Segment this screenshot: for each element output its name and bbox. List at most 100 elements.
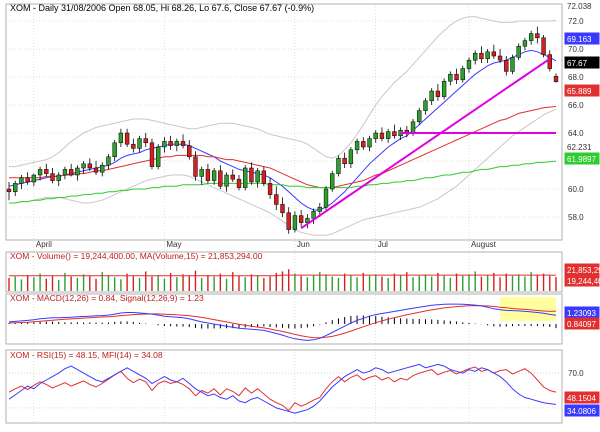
- candle-body: [311, 211, 316, 219]
- candle-body: [323, 188, 329, 208]
- candle-body: [429, 90, 434, 102]
- volume-ma-badge: 21,853,294: [567, 266, 600, 275]
- volume-bars: [8, 269, 557, 291]
- price-badge-bg: [564, 84, 600, 97]
- candle-body: [336, 157, 341, 174]
- macd-badge: 0.84097: [567, 320, 596, 329]
- candle-body: [112, 142, 117, 158]
- candle-body: [100, 164, 105, 173]
- candle-body: [479, 52, 484, 60]
- candle-body: [367, 138, 372, 148]
- candle-body: [218, 170, 223, 187]
- candle-body: [124, 132, 130, 145]
- candle-body: [510, 57, 515, 72]
- candle-body: [504, 59, 509, 72]
- price-badge: 69.163: [567, 35, 592, 44]
- volume-badge-bg: [564, 274, 600, 287]
- candle-body: [19, 177, 24, 184]
- macd-chart-title: XOM - MACD(12,26) = 0.84, Signal(12,26,9…: [10, 293, 204, 303]
- macd-signal-line: [8, 305, 557, 339]
- volume-ma-line: [9, 274, 557, 277]
- ma-long-line: [9, 160, 557, 204]
- candle-body: [6, 188, 12, 193]
- price-y-tick-label: 72.0: [568, 17, 584, 26]
- candle-body: [454, 73, 459, 81]
- rsi-chart-title: XOM - RSI(15) = 48.15, MFI(14) = 34.08: [10, 350, 163, 360]
- candle-body: [410, 121, 416, 134]
- candle-body: [516, 45, 521, 58]
- price-badge: 67.67: [567, 59, 588, 68]
- rsi-panel-frame: [5, 349, 563, 424]
- candle-body: [93, 167, 99, 173]
- candle-body: [280, 204, 285, 214]
- candle-body: [373, 132, 378, 139]
- price-badge: 61.9897: [567, 155, 596, 164]
- candle-body: [50, 173, 55, 181]
- candle-body: [44, 169, 49, 174]
- price-panel-frame: [5, 3, 563, 241]
- candle-body: [261, 170, 267, 184]
- candle-body: [547, 54, 552, 69]
- candle-body: [87, 163, 92, 169]
- price-y-tick-label: 68.0: [568, 73, 584, 82]
- candle-body: [348, 149, 354, 165]
- value-badges: 72.038 69.163 67.67 65.889 62.231 61.9897 21,8…: [564, 0, 600, 417]
- candle-body: [31, 174, 37, 183]
- candle-body: [143, 138, 148, 144]
- candlesticks: [6, 26, 559, 234]
- price-y-tick-label: 58.0: [568, 213, 584, 222]
- x-tick-label: April: [36, 240, 52, 249]
- candle-body: [541, 37, 546, 55]
- candle-body: [56, 174, 61, 181]
- candle-body: [361, 141, 366, 148]
- candle-body: [466, 59, 472, 69]
- candle-body: [62, 169, 68, 176]
- price-badge-bg: [564, 0, 600, 12]
- bollinger-bands: [9, 16, 557, 236]
- candle-body: [230, 174, 235, 180]
- rsi-y-tick-label: 70.0: [568, 369, 584, 378]
- candle-body: [118, 132, 124, 144]
- candle-body: [274, 194, 279, 205]
- candle-body: [25, 177, 30, 183]
- candle-body: [255, 170, 260, 183]
- rsi-badge: 48.1504: [567, 394, 596, 403]
- rsi-line: [8, 366, 557, 412]
- candle-body: [392, 131, 397, 137]
- macd-lines: [8, 303, 557, 341]
- price-badge-bg: [564, 32, 600, 45]
- bb-lower-line: [9, 108, 557, 236]
- candle-body: [305, 218, 310, 223]
- candle-body: [106, 156, 111, 166]
- candle-body: [37, 169, 43, 176]
- x-tick-label: Jul: [378, 240, 388, 249]
- candle-body: [131, 143, 136, 149]
- candle-body: [385, 131, 391, 139]
- candle-body: [298, 215, 304, 223]
- mfi-line: [8, 363, 557, 414]
- candle-body: [174, 141, 180, 146]
- candle-body: [448, 73, 453, 82]
- price-badge: 65.889: [567, 87, 592, 96]
- mfi-badge: 34.0806: [567, 407, 596, 416]
- candle-body: [528, 33, 534, 41]
- volume-badge: 19,244,400: [567, 277, 600, 286]
- candle-body: [13, 183, 18, 193]
- candle-body: [292, 215, 298, 230]
- price-badge-bg: [564, 152, 600, 165]
- price-y-tick-label: 70.0: [568, 45, 584, 54]
- candle-body: [162, 141, 167, 148]
- macd-panel-frame: [5, 293, 563, 345]
- candle-body: [435, 90, 441, 97]
- trendline: [300, 57, 551, 230]
- macd-highlight-box: [500, 297, 556, 321]
- candle-body: [317, 206, 322, 212]
- candle-body: [354, 141, 360, 151]
- macd-line: [8, 303, 557, 341]
- candle-body: [473, 52, 478, 61]
- candle-body: [180, 141, 186, 146]
- trendlines: [300, 57, 556, 230]
- candle-body: [330, 173, 335, 190]
- candle-body: [286, 212, 291, 230]
